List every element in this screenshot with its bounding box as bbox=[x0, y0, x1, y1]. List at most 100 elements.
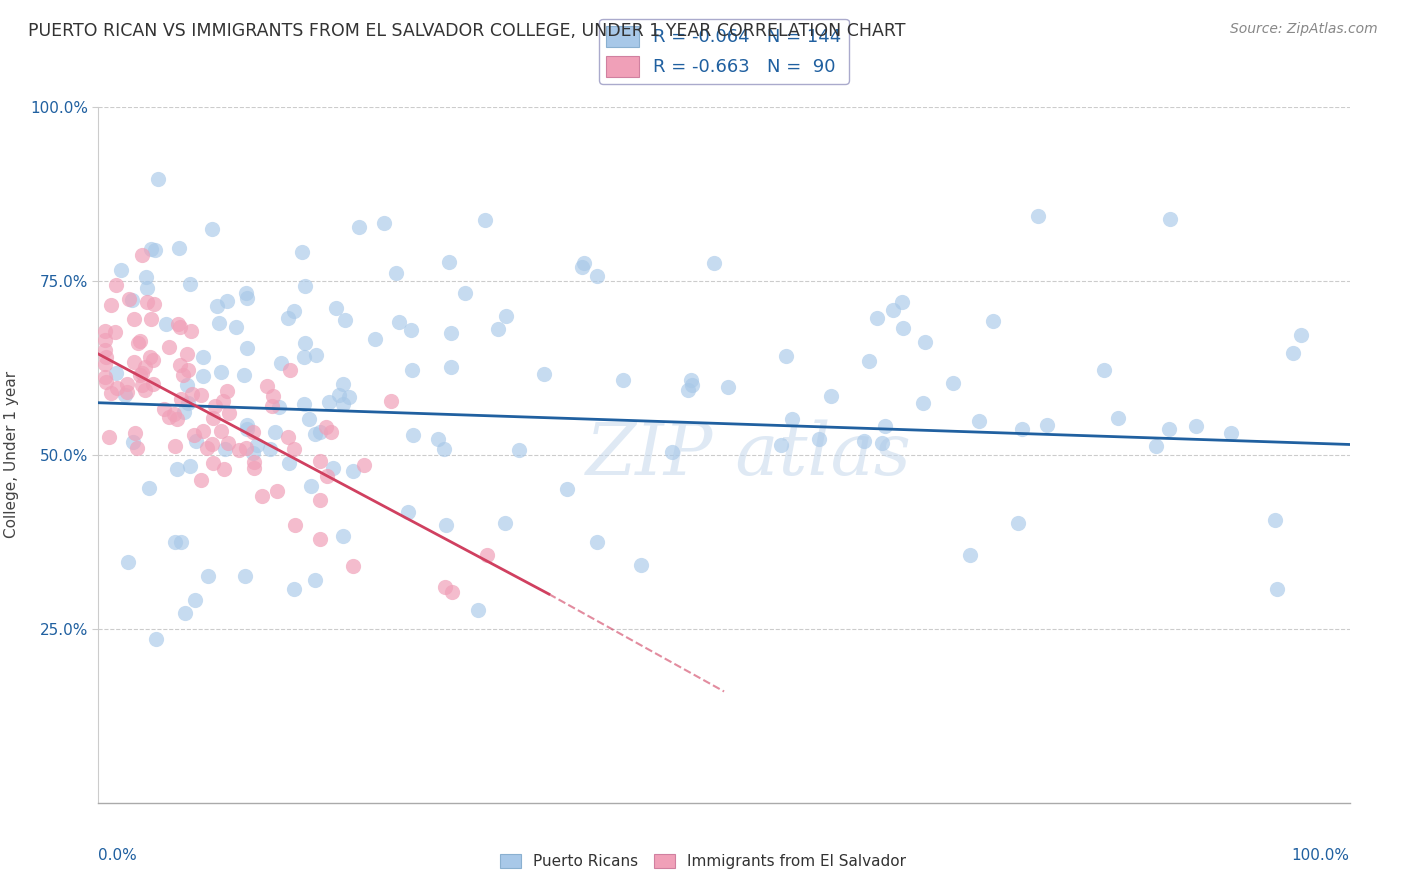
Point bbox=[209, 365, 232, 379]
Point bbox=[1092, 363, 1115, 377]
Point bbox=[911, 396, 934, 410]
Point bbox=[1144, 439, 1167, 453]
Point bbox=[304, 426, 326, 441]
Point bbox=[143, 244, 166, 258]
Point bbox=[630, 558, 652, 572]
Point bbox=[363, 333, 385, 347]
Point bbox=[135, 295, 157, 310]
Point bbox=[1265, 582, 1288, 596]
Point bbox=[93, 370, 115, 384]
Point bbox=[141, 242, 163, 256]
Point bbox=[315, 469, 337, 483]
Point bbox=[176, 347, 198, 361]
Point bbox=[434, 517, 457, 532]
Point bbox=[284, 518, 307, 533]
Point bbox=[441, 585, 464, 599]
Point bbox=[243, 455, 266, 469]
Point bbox=[146, 172, 169, 186]
Point bbox=[93, 343, 115, 357]
Point bbox=[309, 454, 332, 468]
Point bbox=[228, 443, 250, 458]
Point bbox=[136, 281, 159, 295]
Point bbox=[277, 430, 299, 444]
Point bbox=[533, 368, 555, 382]
Point bbox=[103, 326, 125, 340]
Point bbox=[283, 303, 305, 318]
Point bbox=[122, 311, 145, 326]
Point bbox=[433, 442, 456, 457]
Point bbox=[129, 334, 152, 348]
Point bbox=[337, 390, 360, 404]
Point bbox=[242, 425, 264, 439]
Point bbox=[172, 368, 194, 382]
Point bbox=[142, 297, 165, 311]
Point bbox=[304, 573, 326, 587]
Point bbox=[105, 381, 128, 395]
Point bbox=[260, 400, 283, 414]
Point bbox=[122, 355, 145, 369]
Point bbox=[250, 489, 273, 503]
Point bbox=[153, 401, 176, 416]
Point bbox=[218, 406, 240, 420]
Point bbox=[122, 435, 145, 450]
Point bbox=[256, 379, 278, 393]
Point bbox=[299, 478, 322, 492]
Point bbox=[180, 324, 202, 338]
Point bbox=[100, 298, 122, 312]
Text: 0.0%: 0.0% bbox=[98, 848, 138, 863]
Point bbox=[212, 462, 235, 476]
Point bbox=[163, 407, 186, 421]
Text: Source: ZipAtlas.com: Source: ZipAtlas.com bbox=[1230, 22, 1378, 37]
Point bbox=[131, 367, 153, 381]
Point bbox=[121, 293, 143, 307]
Point bbox=[208, 317, 231, 331]
Point bbox=[177, 363, 200, 377]
Point bbox=[294, 336, 316, 351]
Point bbox=[571, 260, 593, 275]
Text: 100.0%: 100.0% bbox=[1292, 848, 1350, 863]
Point bbox=[1157, 422, 1180, 436]
Point bbox=[875, 418, 897, 433]
Point bbox=[291, 245, 314, 260]
Point bbox=[325, 301, 347, 315]
Point bbox=[870, 436, 893, 450]
Point bbox=[1107, 411, 1129, 425]
Point bbox=[139, 350, 162, 364]
Point bbox=[967, 414, 990, 428]
Point bbox=[202, 411, 225, 425]
Point bbox=[270, 356, 292, 370]
Point bbox=[174, 606, 197, 620]
Point bbox=[717, 380, 740, 394]
Point bbox=[242, 446, 264, 460]
Point bbox=[661, 445, 683, 459]
Point bbox=[127, 335, 149, 350]
Point bbox=[585, 268, 607, 283]
Point bbox=[486, 322, 509, 336]
Point bbox=[217, 384, 239, 399]
Point bbox=[105, 277, 128, 292]
Point bbox=[195, 442, 218, 456]
Point bbox=[131, 378, 153, 392]
Point bbox=[454, 285, 477, 300]
Point bbox=[184, 592, 207, 607]
Point bbox=[807, 432, 830, 446]
Point bbox=[572, 256, 595, 270]
Point bbox=[134, 383, 156, 397]
Point bbox=[981, 314, 1004, 328]
Point bbox=[204, 399, 226, 413]
Point bbox=[157, 340, 180, 354]
Point bbox=[332, 529, 354, 543]
Point bbox=[201, 456, 224, 470]
Point bbox=[138, 481, 160, 495]
Point bbox=[129, 368, 152, 383]
Point bbox=[191, 424, 214, 438]
Point bbox=[94, 350, 117, 364]
Point bbox=[166, 462, 188, 476]
Point bbox=[205, 299, 228, 313]
Point bbox=[433, 580, 456, 594]
Point bbox=[353, 458, 375, 472]
Point bbox=[262, 389, 284, 403]
Point bbox=[437, 255, 460, 269]
Point bbox=[292, 397, 315, 411]
Point bbox=[586, 534, 609, 549]
